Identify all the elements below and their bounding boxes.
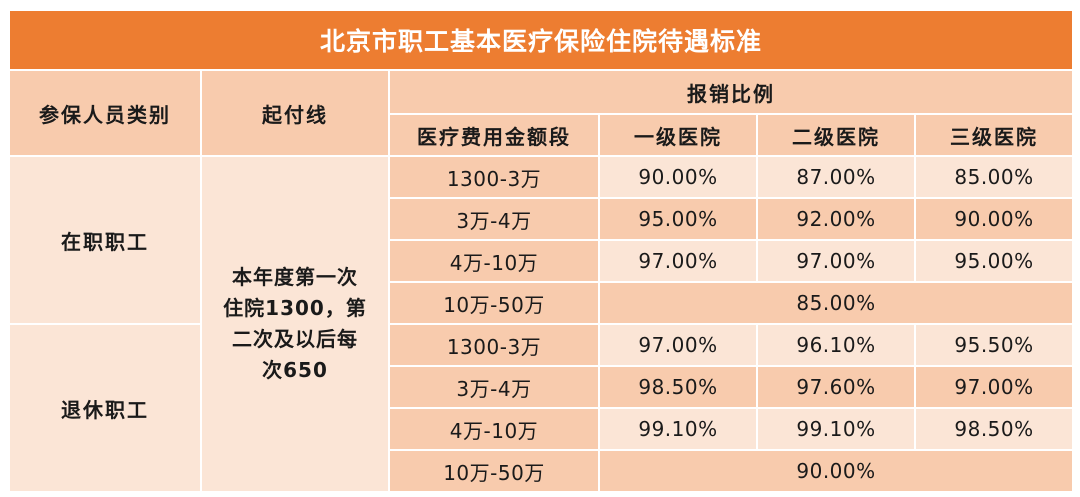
rate-cell-level3: 95.50% (913, 323, 1075, 367)
deductible-line: 次650 (262, 358, 328, 382)
rate-cell-level1: 95.00% (598, 197, 758, 241)
rate-cell-level1: 90.00% (598, 155, 758, 199)
header-level1-hospital: 一级医院 (598, 113, 758, 157)
range-cell: 10万-50万 (388, 281, 600, 325)
deductible-cell: 本年度第一次 住院1300，第 二次及以后每 次650 (200, 155, 390, 493)
rate-cell-all-levels: 85.00% (597, 281, 1075, 325)
rate-cell-level2: 97.60% (756, 365, 916, 409)
rate-cell-level2: 96.10% (756, 323, 916, 367)
header-level3-hospital: 三级医院 (913, 113, 1075, 157)
range-cell: 1300-3万 (388, 155, 600, 199)
insurance-table-wrapper: 北京市职工基本医疗保险住院待遇标准 参保人员类别 起付线 报销比例 医疗费用金额… (7, 9, 1075, 493)
header-deductible: 起付线 (200, 69, 390, 157)
header-reimbursement: 报销比例 (387, 69, 1075, 115)
rate-cell-level3: 97.00% (913, 365, 1075, 409)
rate-cell-level2: 92.00% (756, 197, 916, 241)
category-employed: 在职职工 (8, 155, 202, 325)
rate-cell-level1: 97.00% (598, 323, 758, 367)
range-cell: 3万-4万 (388, 365, 600, 409)
insurance-table: 北京市职工基本医疗保险住院待遇标准 参保人员类别 起付线 报销比例 医疗费用金额… (7, 9, 1075, 493)
rate-cell-level1: 97.00% (598, 239, 758, 283)
range-cell: 4万-10万 (388, 407, 600, 451)
range-cell: 3万-4万 (388, 197, 600, 241)
range-cell: 1300-3万 (388, 323, 600, 367)
category-retired: 退休职工 (8, 323, 202, 493)
rate-cell-level3: 90.00% (913, 197, 1075, 241)
header-level2-hospital: 二级医院 (756, 113, 916, 157)
rate-cell-level2: 99.10% (756, 407, 916, 451)
range-cell: 10万-50万 (388, 449, 600, 493)
deductible-line: 二次及以后每 (232, 327, 358, 351)
range-cell: 4万-10万 (388, 239, 600, 283)
deductible-line: 本年度第一次 (232, 265, 358, 289)
table-title: 北京市职工基本医疗保险住院待遇标准 (7, 9, 1075, 71)
rate-cell-level1: 98.50% (598, 365, 758, 409)
rate-cell-level2: 87.00% (756, 155, 916, 199)
rate-cell-level3: 95.00% (913, 239, 1075, 283)
header-category: 参保人员类别 (8, 69, 202, 157)
rate-cell-all-levels: 90.00% (597, 449, 1075, 493)
rate-cell-level2: 97.00% (756, 239, 916, 283)
rate-cell-level3: 85.00% (913, 155, 1075, 199)
header-amount-range: 医疗费用金额段 (388, 113, 600, 157)
rate-cell-level3: 98.50% (913, 407, 1075, 451)
rate-cell-level1: 99.10% (598, 407, 758, 451)
deductible-line: 住院1300，第 (223, 296, 367, 320)
